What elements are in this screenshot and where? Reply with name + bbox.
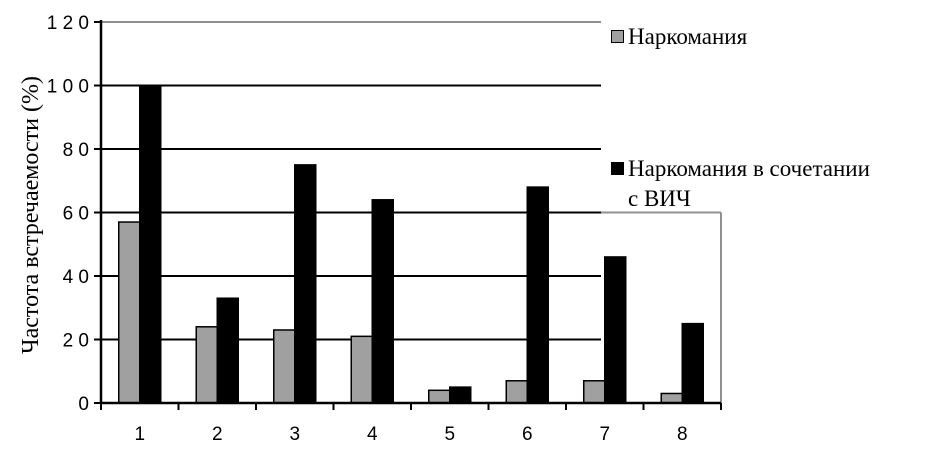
bar-series-2-cat-2: [216, 297, 239, 404]
bar-series-2-cat-8: [681, 322, 704, 404]
y-tick-label-20: 2 0: [63, 331, 89, 352]
bar-series-2-cat-3: [294, 164, 317, 404]
bar-series-1-cat-8: [660, 392, 683, 404]
x-tick-label-2: 2: [212, 424, 223, 445]
x-tick-label-5: 5: [444, 424, 455, 445]
bars: [118, 84, 704, 404]
y-tick-label-80: 8 0: [63, 140, 89, 161]
bar-series-2-cat-6: [526, 186, 549, 404]
y-tick-label-40: 4 0: [63, 267, 89, 288]
bar-series-2-cat-5: [449, 386, 472, 404]
bar-series-1-cat-4: [350, 335, 373, 404]
bar-series-1-cat-3: [273, 329, 296, 404]
bar-series-1-cat-6: [505, 380, 528, 404]
bar-series-1-cat-5: [428, 389, 451, 404]
legend-swatch-series-1: [611, 30, 624, 43]
gridlines: [101, 21, 601, 341]
y-tick-label-0: 0: [78, 394, 89, 415]
bar-series-1-cat-2: [195, 326, 218, 404]
y-tick-label-60: 6 0: [63, 204, 89, 225]
axes: [94, 20, 722, 410]
y-tick-label-100: 1 0 0: [47, 77, 89, 98]
legend-label-series-1: Наркомания: [628, 24, 748, 49]
plot-frame: [101, 21, 722, 403]
bar-series-1-cat-1: [118, 221, 141, 404]
y-axis-label: Частота встречаемости (%): [18, 76, 44, 354]
x-tick-label-4: 4: [367, 424, 378, 445]
x-tick-label-3: 3: [289, 424, 300, 445]
bar-series-2-cat-1: [139, 84, 162, 404]
bar-series-1-cat-7: [583, 380, 606, 404]
bar-series-2-cat-4: [371, 199, 394, 404]
tick-labels: 0 2 0 4 0 6 0 8 0 1 0 0 1 2 0 1 2 3 4 5 6 7 8: [47, 13, 688, 445]
x-tick-label-7: 7: [599, 424, 610, 445]
bar-series-2-cat-7: [604, 256, 627, 404]
y-tick-label-120: 1 2 0: [47, 13, 89, 34]
x-tick-label-6: 6: [522, 424, 533, 445]
legend-label-series-2-line-1: Наркомания в сочетании: [628, 156, 870, 181]
legend-swatch-series-2: [611, 162, 624, 175]
x-tick-label-8: 8: [677, 424, 688, 445]
x-tick-label-1: 1: [134, 424, 145, 445]
legend-label-series-2-line-2: с ВИЧ: [628, 186, 691, 211]
